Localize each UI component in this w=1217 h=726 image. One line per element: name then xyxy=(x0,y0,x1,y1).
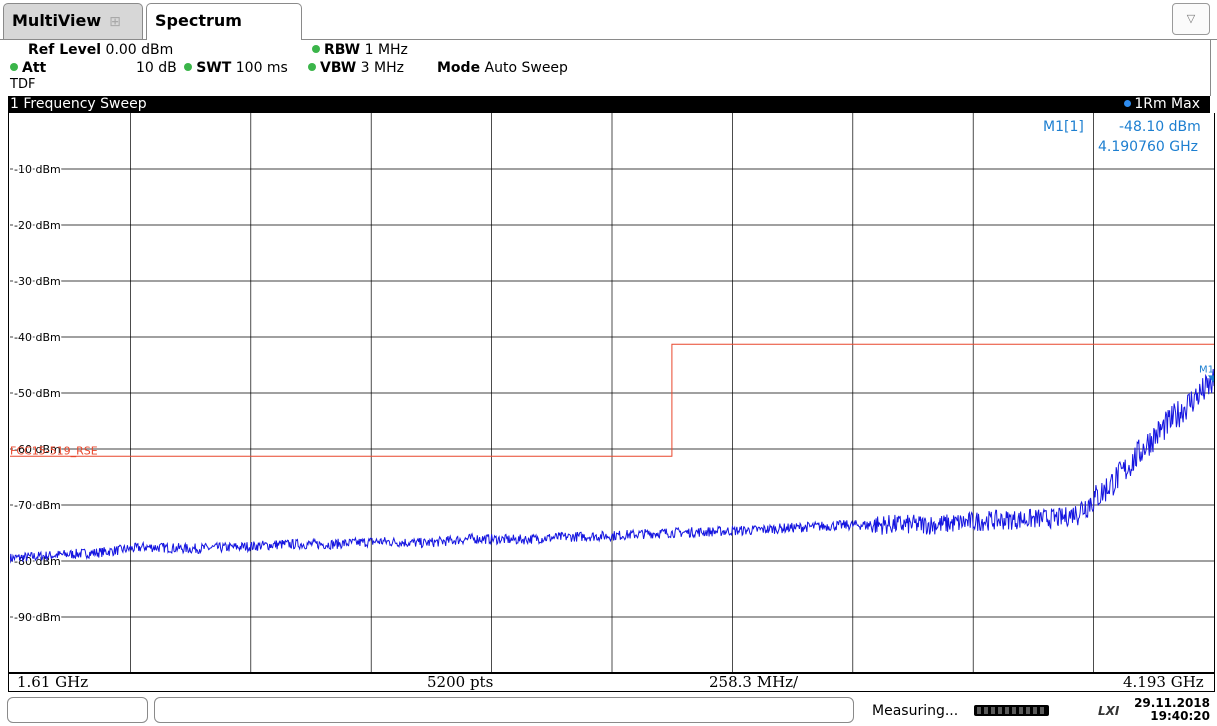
status-date: 29.11.2018 xyxy=(1134,696,1210,710)
marker-frequency: 4.190760 GHz xyxy=(1098,139,1198,155)
status-dot-icon xyxy=(10,63,18,71)
trace-label: 1Rm Max xyxy=(1134,96,1200,112)
y-tick-label: -80 dBm xyxy=(14,555,61,568)
status-bar: Measuring... LXI 29.11.2018 19:40:20 xyxy=(0,694,1217,726)
sweep-points: 5200 pts xyxy=(427,673,494,691)
tab-multiview[interactable]: MultiView ⊞ xyxy=(3,3,143,39)
marker-level: -48.10 dBm xyxy=(1119,119,1201,135)
att-setting[interactable]: Att xyxy=(10,60,46,76)
date-time: 29.11.2018 19:40:20 xyxy=(1130,697,1210,723)
y-tick-label: -90 dBm xyxy=(14,611,61,624)
window-title-bar[interactable]: 1 Frequency Sweep 1Rm Max xyxy=(8,96,1210,113)
y-tick-label: -50 dBm xyxy=(14,387,61,400)
y-tick-label: -60 dBm xyxy=(14,443,61,456)
marker-triangle-icon xyxy=(1208,375,1214,383)
trace-dot-icon xyxy=(1124,100,1132,107)
vbw-value: 3 MHz xyxy=(360,60,404,76)
start-frequency: 1.61 GHz xyxy=(17,673,89,691)
mode-setting[interactable]: Mode Auto Sweep xyxy=(437,60,568,76)
ref-level-setting[interactable]: Ref Level 0.00 dBm xyxy=(28,42,173,58)
span-per-division: 258.3 MHz/ xyxy=(709,673,799,691)
y-tick-label: -10 dBm xyxy=(14,163,61,176)
marker-name: M1[1] xyxy=(1043,119,1084,135)
diagram-frame xyxy=(8,113,1215,673)
vbw-label: VBW xyxy=(320,60,357,76)
status-dot-icon xyxy=(312,45,320,53)
window-title: 1 Frequency Sweep xyxy=(10,96,147,112)
tab-spectrum-label: Spectrum xyxy=(155,11,242,30)
rbw-label: RBW xyxy=(324,42,361,58)
rbw-value: 1 MHz xyxy=(364,42,408,58)
att-value-setting[interactable]: 10 dB SWT 100 ms xyxy=(136,60,288,76)
swt-value: 100 ms xyxy=(235,60,288,76)
y-tick-label: -30 dBm xyxy=(14,275,61,288)
progress-bar xyxy=(974,705,1049,716)
multiview-grid-icon: ⊞ xyxy=(109,14,121,30)
vbw-setting[interactable]: VBW 3 MHz xyxy=(308,60,404,76)
status-dot-icon xyxy=(308,63,316,71)
y-tick-label: -70 dBm xyxy=(14,499,61,512)
tab-multiview-label: MultiView xyxy=(12,11,102,30)
measurement-settings: Ref Level 0.00 dBm Att 10 dB SWT 100 ms … xyxy=(0,40,1217,96)
tab-bar: MultiView ⊞ Spectrum ▽ xyxy=(0,0,1217,40)
rbw-setting[interactable]: RBW 1 MHz xyxy=(312,42,408,58)
y-tick-label: -40 dBm xyxy=(14,331,61,344)
status-field-1[interactable] xyxy=(7,697,148,723)
att-label: Att xyxy=(22,60,47,76)
status-message-field[interactable] xyxy=(154,697,854,723)
y-tick-label: -20 dBm xyxy=(14,219,61,232)
tab-spectrum[interactable]: Spectrum xyxy=(146,3,302,40)
limit-line-label: FCC15-519_RSE xyxy=(10,444,98,457)
ref-level-label: Ref Level xyxy=(28,42,102,58)
trace-line xyxy=(10,368,1214,564)
tdf-label: TDF xyxy=(10,77,36,92)
lxi-logo-icon: LXI xyxy=(1098,704,1120,718)
stop-frequency: 4.193 GHz xyxy=(1123,673,1204,691)
marker-label: M1 xyxy=(1199,364,1214,375)
mode-label: Mode xyxy=(437,60,481,76)
spectrum-plot[interactable]: -10 dBm -20 dBm -30 dBm -40 dBm -50 dBm -60 d… xyxy=(10,113,1214,673)
mode-value: Auto Sweep xyxy=(484,60,568,76)
ref-level-value: 0.00 dBm xyxy=(105,42,174,58)
header-right-border xyxy=(1210,40,1211,96)
swt-label: SWT xyxy=(196,60,232,76)
chevron-down-icon[interactable]: ▽ xyxy=(1172,3,1210,35)
measuring-status: Measuring... xyxy=(872,703,959,719)
trace-indicator[interactable]: 1Rm Max xyxy=(1124,96,1200,113)
tab-bar-divider xyxy=(0,39,1217,40)
frequency-axis-footer: 1.61 GHz 5200 pts 258.3 MHz/ 4.193 GHz xyxy=(8,673,1215,692)
att-value: 10 dB xyxy=(136,60,177,76)
status-time: 19:40:20 xyxy=(1150,709,1210,723)
limit-line xyxy=(10,343,1214,457)
status-dot-icon xyxy=(184,63,193,71)
